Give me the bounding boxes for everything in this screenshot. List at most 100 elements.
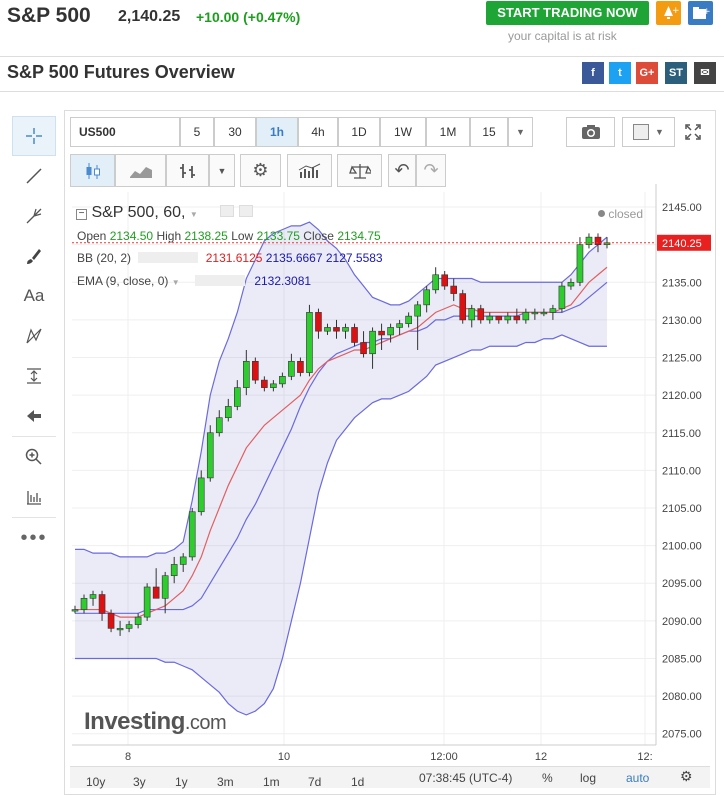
status-dot-icon — [598, 210, 605, 217]
chevron-down-icon[interactable]: ▼ — [171, 278, 180, 287]
crosshair-tool[interactable] — [12, 116, 56, 156]
zoom-in-icon — [25, 448, 42, 465]
area-chart-icon — [129, 166, 152, 178]
status-text: closed — [608, 207, 644, 221]
bar-style-button[interactable] — [166, 154, 209, 187]
interval-1W[interactable]: 1W — [380, 117, 426, 147]
bb-lower-value: 2127.5583 — [325, 251, 383, 265]
trend-line-tool[interactable] — [12, 156, 56, 196]
bar-style-dropdown[interactable]: ▼ — [209, 154, 235, 187]
redo-icon: ↷ — [423, 160, 439, 180]
compare-button[interactable] — [115, 154, 166, 187]
svg-text:+: + — [672, 6, 680, 16]
gear-icon: ⚙ — [252, 160, 269, 180]
remove-drawings-tool[interactable] — [12, 396, 56, 436]
facebook-icon[interactable]: f — [582, 62, 604, 84]
redo-button[interactable]: ↷ — [416, 154, 446, 187]
symbol-search-input[interactable]: US500 — [70, 117, 180, 147]
screenshot-button[interactable] — [566, 117, 615, 147]
overview-title: S&P 500 Futures Overview — [7, 62, 235, 82]
divider — [12, 517, 56, 518]
googleplus-icon[interactable]: G+ — [636, 62, 658, 84]
pattern-icon — [26, 328, 42, 344]
email-icon[interactable]: ✉ — [694, 62, 716, 84]
low-label: Low — [231, 229, 254, 243]
indicator-tool[interactable] — [12, 477, 56, 517]
compare-symbols-button[interactable] — [337, 154, 382, 187]
text-tool[interactable]: Aa — [12, 276, 56, 316]
interval-30[interactable]: 30 — [214, 117, 256, 147]
settings-button[interactable]: ⚙ — [240, 154, 281, 187]
undo-button[interactable]: ↶ — [388, 154, 416, 187]
legend-title-row: − S&P 500, 60, ▼ — [76, 204, 253, 222]
quote-header: S&P 500 2,140.25 +10.00 (+0.47%) START T… — [0, 0, 724, 56]
log-toggle[interactable]: log — [580, 771, 597, 785]
scales-icon — [348, 163, 371, 179]
indicator-controls-icon[interactable] — [138, 252, 199, 263]
pitchfork-tool[interactable] — [12, 196, 56, 236]
indicators-button[interactable] — [287, 154, 332, 187]
instrument-name: S&P 500 — [7, 4, 91, 27]
fullscreen-button[interactable] — [677, 117, 709, 147]
alert-button[interactable]: + — [656, 1, 681, 25]
auto-scale-toggle[interactable]: auto — [626, 771, 650, 785]
ohlc-row: Open 2134.50 High 2138.25 Low 2133.75 Cl… — [77, 229, 381, 243]
measure-tool[interactable] — [12, 356, 56, 396]
fullscreen-icon — [685, 124, 701, 140]
square-icon — [633, 124, 650, 140]
price-change: +10.00 (+0.47%) — [196, 9, 301, 25]
bottom-bar: 10y 3y 1y 3m 1m 7d 1d 07:38:45 (UTC-4) % log a… — [70, 766, 710, 789]
more-tools[interactable]: ••• — [12, 518, 56, 558]
chart-style-dropdown[interactable]: ▼ — [622, 117, 675, 147]
add-portfolio-icon: + — [693, 7, 711, 19]
range-3m[interactable]: 3m — [217, 775, 234, 789]
range-3y[interactable]: 3y — [133, 775, 146, 789]
range-1d[interactable]: 1d — [351, 775, 365, 789]
collapse-legend-icon[interactable]: − — [76, 209, 87, 220]
brush-tool[interactable] — [12, 236, 56, 276]
chevron-down-icon: ▼ — [516, 127, 525, 137]
ema-value: 2132.3081 — [254, 274, 312, 288]
range-10y[interactable]: 10y — [86, 775, 106, 789]
indicator-controls-icon[interactable] — [194, 275, 245, 286]
pattern-tool[interactable] — [12, 316, 56, 356]
start-trading-button[interactable]: START TRADING NOW — [486, 1, 649, 25]
svg-text:+: + — [703, 7, 711, 17]
divider — [12, 436, 56, 437]
zoom-tool[interactable] — [12, 437, 56, 477]
text-icon: Aa — [23, 286, 45, 305]
watermark-text: Investing — [84, 708, 185, 735]
interval-1h[interactable]: 1h — [256, 117, 298, 147]
camera-icon — [581, 125, 600, 139]
range-1y[interactable]: 1y — [175, 775, 188, 789]
twitter-icon[interactable]: t — [609, 62, 631, 84]
indicators-icon — [298, 163, 320, 178]
ema-row: EMA (9, close, 0) ▼ 2132.3081 — [77, 274, 311, 288]
interval-15[interactable]: 15 — [470, 117, 508, 147]
chevron-down-icon[interactable]: ▼ — [189, 210, 198, 219]
divider — [0, 91, 724, 92]
interval-4h[interactable]: 4h — [298, 117, 338, 147]
percent-toggle[interactable]: % — [542, 771, 553, 785]
interval-5[interactable]: 5 — [180, 117, 214, 147]
market-status: closed — [598, 207, 643, 221]
candles-button[interactable] — [70, 154, 115, 187]
high-label: High — [156, 229, 182, 243]
high-value: 2138.25 — [184, 229, 228, 243]
interval-dropdown[interactable]: ▼ — [508, 117, 533, 147]
crosshair-icon — [26, 128, 42, 144]
range-7d[interactable]: 7d — [308, 775, 322, 789]
bb-upper-value: 2135.6667 — [265, 251, 323, 265]
interval-1M[interactable]: 1M — [426, 117, 470, 147]
settings-icon[interactable] — [238, 205, 253, 217]
watermark-suffix: .com — [184, 712, 227, 734]
eye-icon[interactable] — [220, 205, 235, 217]
range-1m[interactable]: 1m — [263, 775, 280, 789]
divider — [0, 56, 724, 57]
open-value: 2134.50 — [109, 229, 154, 243]
gear-icon[interactable]: ⚙ — [680, 768, 693, 784]
interval-1D[interactable]: 1D — [338, 117, 380, 147]
undo-icon: ↶ — [394, 160, 410, 180]
portfolio-button[interactable]: + — [688, 1, 713, 25]
stocktwits-icon[interactable]: ST — [665, 62, 687, 84]
